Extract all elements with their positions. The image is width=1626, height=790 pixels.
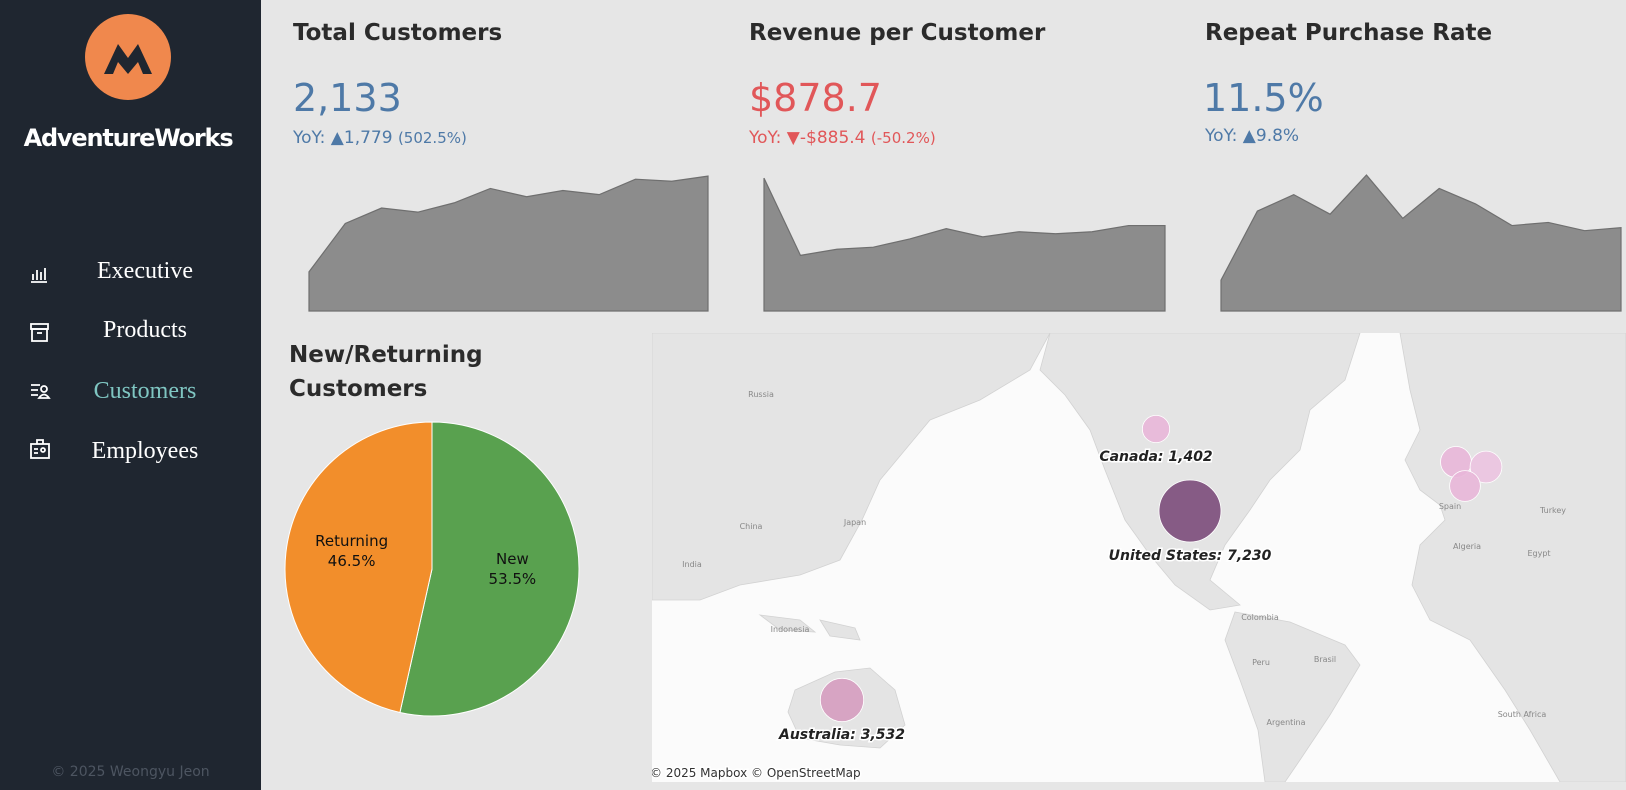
map-place: Japan bbox=[843, 518, 866, 527]
kpi-value: 11.5% bbox=[1203, 76, 1324, 120]
nav-item[interactable]: Customers bbox=[93, 378, 197, 404]
pie-slice bbox=[399, 421, 580, 717]
brand: AdventureWorks bbox=[24, 124, 234, 152]
kpi-value: $878.7 bbox=[749, 76, 882, 120]
nav-item[interactable]: Products bbox=[103, 317, 187, 343]
map-bubble-label: United States: 7,230 bbox=[1109, 548, 1272, 564]
map-place: Turkey bbox=[1539, 506, 1566, 515]
land-islands bbox=[758, 614, 861, 641]
map-bubble bbox=[1440, 446, 1472, 478]
pie-value-label: 46.5% bbox=[328, 552, 376, 570]
icon-customers bbox=[31, 384, 51, 399]
yoy-arrow: ▼ bbox=[786, 128, 800, 148]
nav-icons bbox=[30, 268, 51, 459]
map-bubble bbox=[1141, 414, 1171, 444]
yoy-change: 1,779 bbox=[343, 128, 393, 148]
sparkline-area bbox=[308, 175, 709, 312]
sparkline-area bbox=[1220, 174, 1622, 312]
map-place: Colombia bbox=[1241, 613, 1279, 622]
logo-circle bbox=[85, 14, 171, 100]
map-attribution: © 2025 Mapbox © OpenStreetMap bbox=[650, 766, 861, 780]
yoy-pct: (502.5%) bbox=[397, 129, 467, 147]
yoy-change: 9.8% bbox=[1255, 126, 1300, 146]
land-europe-africa bbox=[1399, 333, 1626, 782]
land-north-america bbox=[1039, 333, 1361, 611]
land-asia bbox=[652, 333, 1051, 601]
kpi-yoy: YoY: ▲9.8% bbox=[1205, 126, 1299, 146]
map-place: South Africa bbox=[1498, 710, 1547, 719]
map-place: Russia bbox=[748, 390, 774, 399]
map-bubble bbox=[1158, 479, 1222, 543]
map-bubble bbox=[1469, 450, 1503, 484]
map-place: Peru bbox=[1252, 658, 1270, 667]
pie-title: New/Returning Customers bbox=[289, 342, 483, 402]
sidebar: AdventureWorks Executive Products Custom… bbox=[0, 0, 261, 790]
logo: AdventureWorks bbox=[24, 14, 235, 152]
map-bubble-label: Canada: 1,402 bbox=[1099, 449, 1212, 465]
nav-item[interactable]: Employees bbox=[91, 438, 199, 464]
map-place: India bbox=[682, 560, 702, 569]
map-place: Algeria bbox=[1453, 542, 1481, 551]
land-south-america bbox=[1224, 611, 1361, 782]
map-place: Indonesia bbox=[771, 625, 810, 634]
map-place: Argentina bbox=[1266, 718, 1305, 727]
nav-item[interactable]: Executive bbox=[97, 258, 193, 284]
map-sea bbox=[652, 333, 1626, 782]
kpi-value: 2,133 bbox=[293, 76, 402, 120]
map-place: China bbox=[740, 522, 763, 531]
map-place: Spain bbox=[1439, 502, 1461, 511]
kpi-title: Repeat Purchase Rate bbox=[1205, 20, 1493, 46]
pie-label: New bbox=[496, 550, 529, 568]
sparkline-area bbox=[763, 177, 1166, 312]
yoy-change: -$885.4 bbox=[799, 128, 866, 148]
land-australia bbox=[787, 667, 906, 749]
footer: © 2025 Weongyu Jeon bbox=[51, 764, 210, 780]
yoy-label: YoY: bbox=[293, 128, 326, 148]
kpi-title: Revenue per Customer bbox=[749, 20, 1046, 46]
logo-mark bbox=[104, 44, 152, 74]
map-bubble bbox=[819, 677, 865, 723]
pie-value-label: 53.5% bbox=[489, 570, 537, 588]
kpi-yoy: YoY: ▲1,779 (502.5%) bbox=[293, 128, 467, 148]
yoy-arrow: ▲ bbox=[1242, 126, 1256, 146]
yoy-label: YoY: bbox=[749, 128, 782, 148]
pie-slice bbox=[284, 421, 433, 714]
kpi-title: Total Customers bbox=[293, 20, 503, 46]
map: Russia China Japan India Indonesia Colombia Pe… bbox=[650, 333, 1626, 782]
yoy-arrow: ▲ bbox=[330, 128, 344, 148]
yoy-pct: (-50.2%) bbox=[870, 129, 936, 147]
map-land bbox=[652, 333, 1626, 782]
map-place: Egypt bbox=[1527, 549, 1550, 558]
map-place: Brasil bbox=[1314, 655, 1336, 664]
map-bubble-label: Australia: 3,532 bbox=[778, 727, 905, 743]
icon-executive bbox=[31, 268, 47, 283]
kpi-yoy: YoY: ▼-$885.4 (-50.2%) bbox=[749, 128, 936, 148]
map-bubble bbox=[1449, 470, 1481, 502]
yoy-label: YoY: bbox=[1205, 126, 1238, 146]
icon-products bbox=[30, 323, 49, 342]
icon-employees bbox=[30, 439, 50, 459]
pie-label: Returning bbox=[315, 532, 388, 550]
